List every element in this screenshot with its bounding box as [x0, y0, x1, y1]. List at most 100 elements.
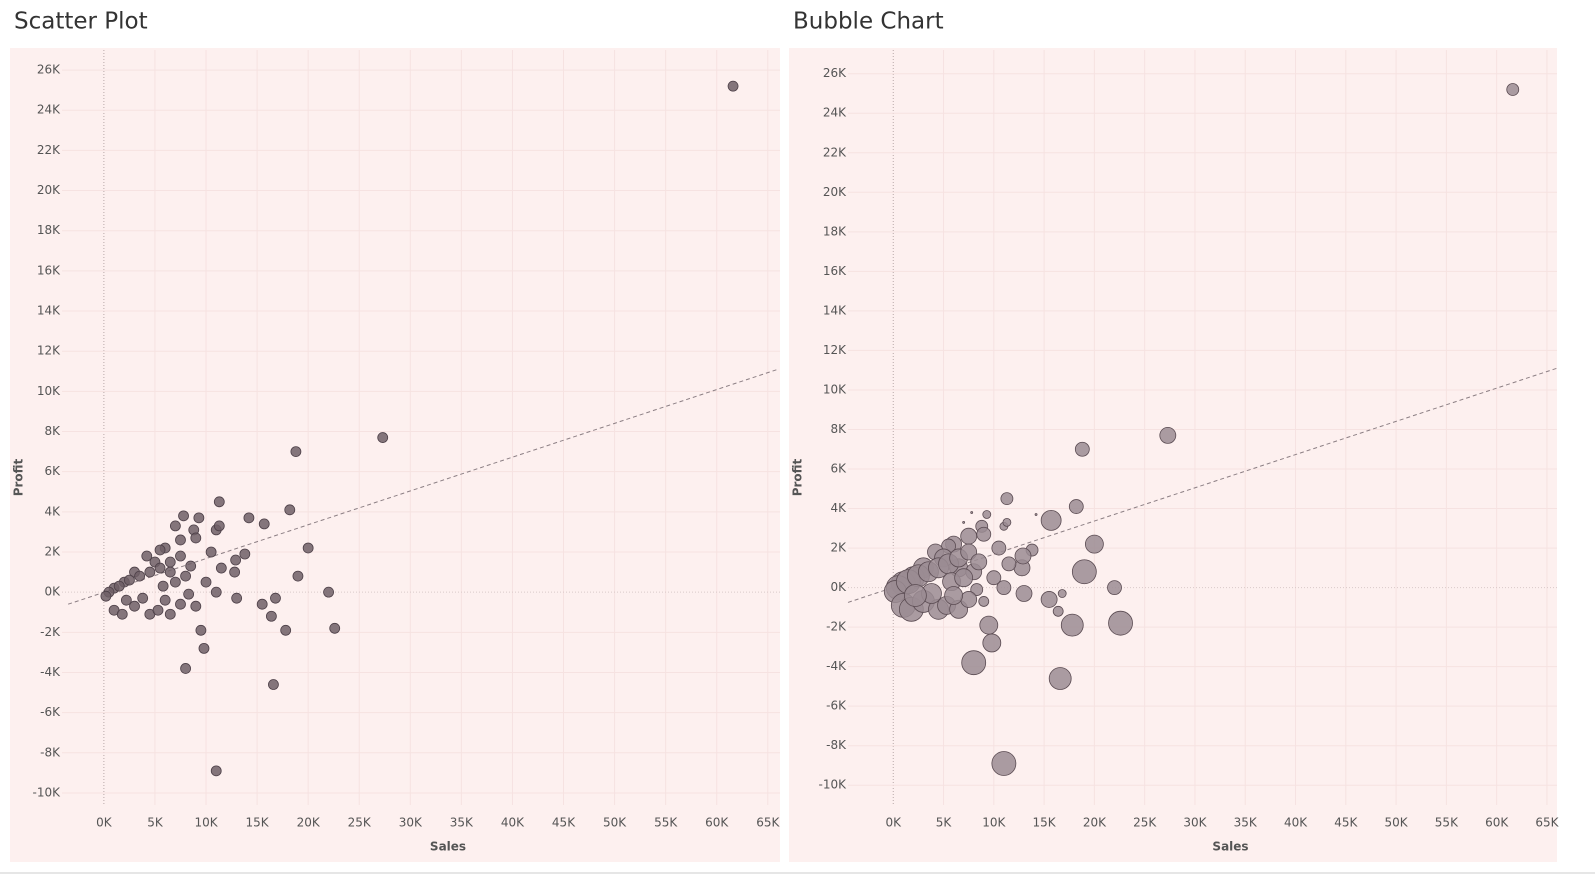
y-tick-label: 24K	[823, 106, 847, 120]
y-tick-label: 14K	[37, 304, 61, 318]
y-tick-label: 16K	[823, 264, 847, 278]
point	[270, 592, 281, 604]
point	[290, 446, 302, 457]
x-tick-label: 25K	[348, 816, 372, 830]
point	[141, 550, 153, 562]
bubble	[1040, 591, 1058, 608]
bubble	[991, 751, 1017, 776]
point	[213, 496, 225, 508]
x-tick-label: 0K	[96, 816, 113, 830]
bubble	[960, 527, 978, 545]
point	[323, 586, 334, 598]
x-tick-label: 45K	[1334, 816, 1358, 830]
y-tick-label: 12K	[37, 344, 61, 358]
bubble	[962, 520, 966, 524]
point	[152, 604, 164, 616]
panel-background	[10, 48, 780, 862]
y-axis-title: Profit	[791, 458, 805, 496]
y-tick-label: 22K	[823, 145, 847, 159]
x-tick-label: 40K	[1284, 816, 1308, 830]
bubble	[1074, 441, 1090, 457]
bubble	[970, 553, 988, 571]
bubble	[970, 511, 974, 514]
bubble	[986, 570, 1002, 586]
point	[169, 520, 181, 532]
bubble	[979, 615, 999, 635]
y-tick-label: 0K	[44, 585, 61, 599]
point	[215, 562, 227, 574]
bubble	[954, 568, 974, 588]
point	[185, 560, 197, 572]
bubble	[1001, 556, 1017, 572]
point	[159, 594, 171, 606]
x-axis-title: Sales	[1212, 840, 1248, 854]
x-tick-label: 10K	[194, 816, 218, 830]
y-tick-label: 24K	[37, 103, 61, 117]
bubble	[991, 540, 1007, 556]
point	[154, 562, 166, 574]
point	[265, 610, 277, 622]
y-tick-label: 20K	[37, 183, 61, 197]
bubble	[970, 583, 984, 596]
y-tick-label: -4K	[826, 659, 847, 673]
trend-line	[67, 368, 779, 605]
point	[284, 504, 296, 516]
x-tick-label: 0K	[885, 816, 902, 830]
x-tick-label: 40K	[501, 816, 525, 830]
x-tick-label: 30K	[1183, 816, 1207, 830]
point	[137, 592, 149, 604]
bubble	[976, 526, 992, 542]
bubble	[1014, 547, 1032, 565]
point	[230, 554, 242, 566]
point	[205, 546, 217, 558]
bubble	[982, 633, 1002, 653]
point	[129, 600, 140, 612]
x-tick-label: 60K	[1485, 816, 1509, 830]
point	[198, 642, 210, 654]
trend-line	[847, 367, 1558, 603]
y-tick-label: 14K	[823, 303, 847, 317]
panel-background	[789, 48, 1557, 862]
y-tick-label: 26K	[37, 63, 61, 77]
y-tick-label: 10K	[823, 382, 847, 396]
y-tick-label: -10K	[819, 778, 848, 792]
x-tick-label: 55K	[1435, 816, 1459, 830]
point	[180, 663, 191, 674]
bubble	[1048, 667, 1072, 690]
bubble	[1108, 610, 1133, 636]
y-tick-label: 18K	[823, 224, 847, 238]
point	[134, 570, 146, 582]
x-tick-label: 15K	[1033, 816, 1057, 830]
x-tick-label: 20K	[297, 816, 321, 830]
point	[268, 679, 279, 690]
x-tick-label: 5K	[936, 816, 953, 830]
y-tick-label: 12K	[823, 343, 847, 357]
x-tick-label: 35K	[450, 816, 474, 830]
y-tick-label: 8K	[44, 424, 61, 438]
y-tick-label: 26K	[823, 66, 847, 80]
point	[190, 532, 202, 544]
y-tick-label: -6K	[826, 699, 847, 713]
point	[154, 544, 166, 556]
bubble	[978, 596, 990, 607]
point	[229, 566, 241, 578]
x-tick-label: 45K	[552, 816, 576, 830]
x-tick-label: 30K	[399, 816, 423, 830]
bubble	[1084, 534, 1104, 554]
point	[178, 510, 189, 522]
x-tick-label: 20K	[1083, 816, 1107, 830]
y-tick-label: 0K	[830, 580, 847, 594]
x-tick-label: 65K	[1535, 816, 1559, 830]
y-tick-label: 2K	[44, 544, 61, 558]
bubble	[960, 543, 978, 561]
chart-title: Bubble Chart	[793, 9, 944, 35]
point	[124, 574, 135, 586]
bubble	[1107, 580, 1122, 595]
y-tick-label: -8K	[40, 745, 61, 759]
point	[175, 534, 186, 546]
point	[280, 624, 292, 636]
y-tick-label: 8K	[830, 422, 847, 436]
point	[164, 566, 176, 578]
point	[190, 600, 202, 612]
